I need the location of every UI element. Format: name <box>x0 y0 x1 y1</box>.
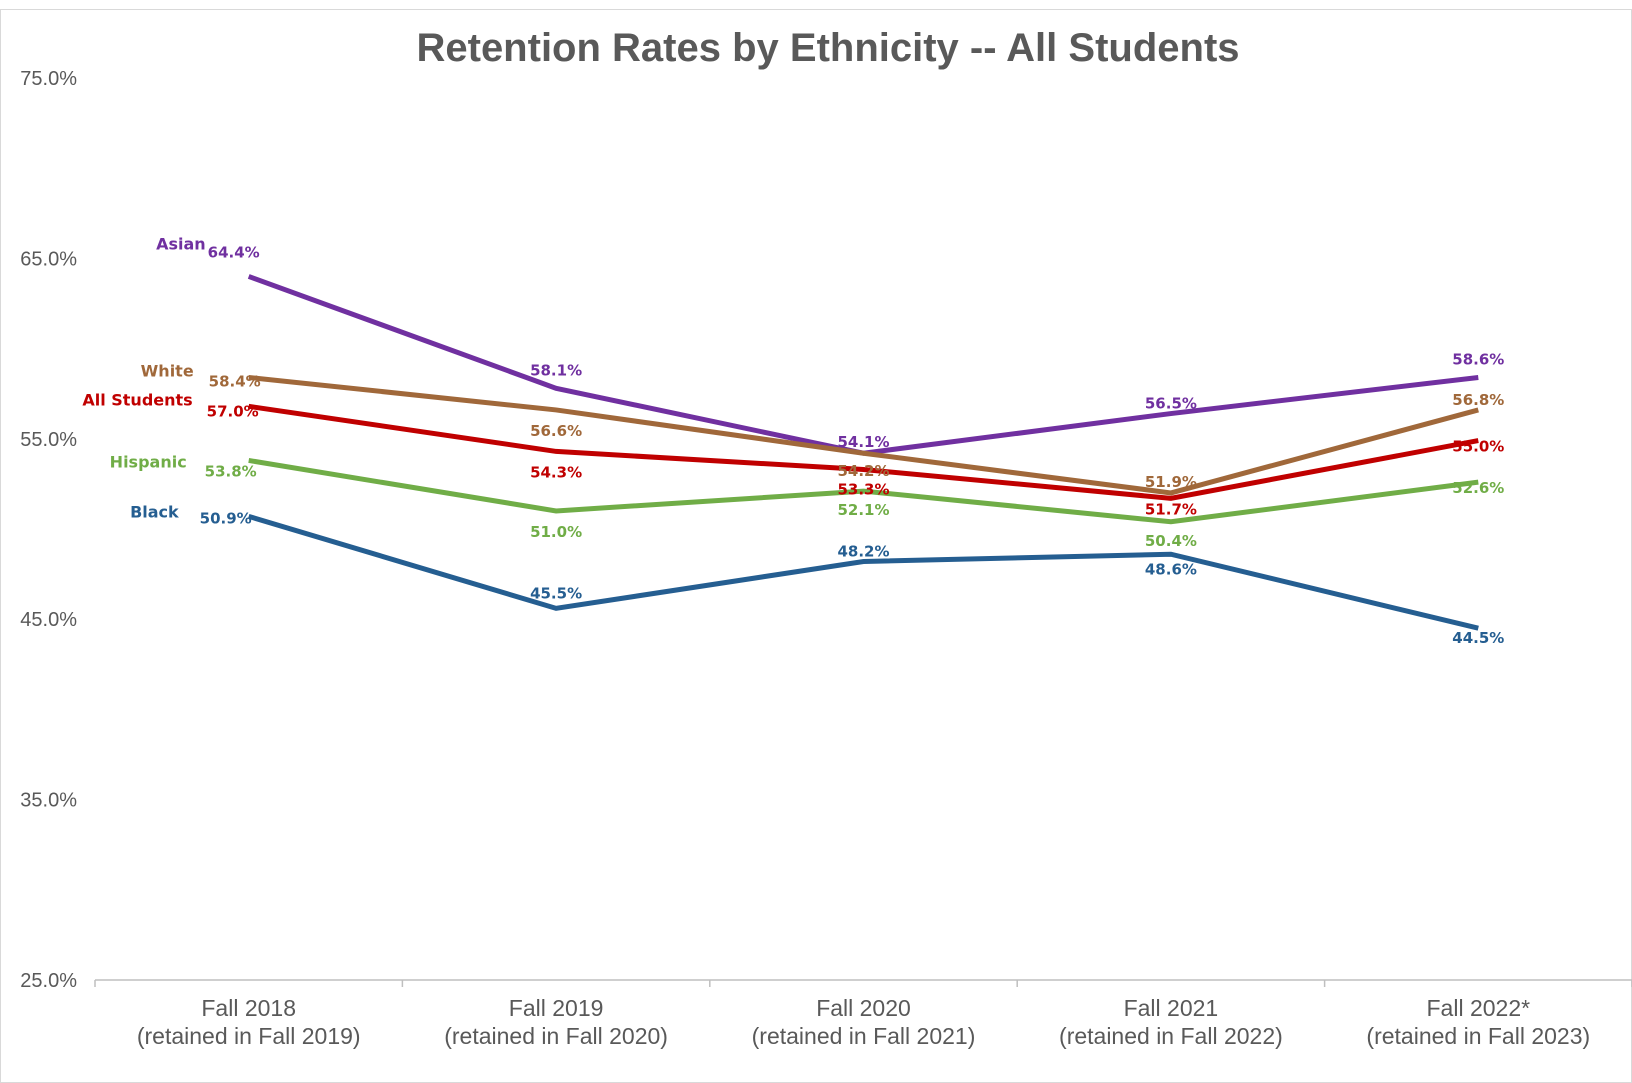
x-tick-label: Fall 2021 (retained in Fall 2022) <box>1059 995 1283 1049</box>
data-label: 54.3% <box>530 463 582 481</box>
data-label: 52.1% <box>837 501 889 519</box>
series-line-all-students <box>248 403 1479 501</box>
y-axis: 25.0% 35.0% 45.0% 55.0% 65.0% 75.0% <box>20 68 77 992</box>
data-label: 52.6% <box>1452 479 1504 497</box>
y-tick-label: 55.0% <box>20 429 77 451</box>
data-label: 58.6% <box>1452 350 1504 368</box>
data-label: 45.5% <box>530 584 582 602</box>
data-label: 51.0% <box>530 523 582 541</box>
data-label: 64.4% <box>208 243 260 261</box>
x-tick-label: Fall 2018 (retained in Fall 2019) <box>137 995 361 1049</box>
data-label: 44.5% <box>1452 629 1504 647</box>
data-label: 53.8% <box>205 462 257 480</box>
data-label: 56.5% <box>1145 395 1197 413</box>
series-line-hispanic <box>248 457 1479 525</box>
x-axis: Fall 2018 (retained in Fall 2019) Fall 201… <box>94 979 1632 1049</box>
y-tick-label: 75.0% <box>20 68 77 90</box>
series-line-white <box>248 374 1479 496</box>
data-label: 50.4% <box>1145 532 1197 550</box>
x-tick-label: Fall 2019 (retained in Fall 2020) <box>444 995 668 1049</box>
data-label: 50.9% <box>200 509 252 527</box>
data-label: 58.1% <box>530 361 582 379</box>
series-name-label: All Students <box>82 390 192 409</box>
series-line-black <box>247 513 1479 631</box>
x-tick-label: Fall 2020 (retained in Fall 2021) <box>752 995 976 1049</box>
data-label: 51.7% <box>1145 500 1197 518</box>
series-name-label: Hispanic <box>110 452 187 471</box>
data-label: 56.6% <box>530 422 582 440</box>
data-label: 58.4% <box>209 372 261 390</box>
data-label: 48.6% <box>1145 560 1197 578</box>
data-label: 54.1% <box>837 433 889 451</box>
data-label: 55.0% <box>1452 438 1504 456</box>
data-label: 56.8% <box>1452 391 1504 409</box>
chart-title: Retention Rates by Ethnicity -- All Stud… <box>416 26 1239 70</box>
data-label: 53.3% <box>837 480 889 498</box>
y-tick-label: 45.0% <box>20 609 77 631</box>
data-label: 48.2% <box>837 542 889 560</box>
series-name-label: White <box>141 361 194 380</box>
data-labels: 64.4% 58.1% 54.1% 56.5% 58.6% 58.4% 56.6% 54.2%… <box>200 243 1505 647</box>
series-labels: Asian White All Students Hispanic Black <box>82 234 205 521</box>
series-name-label: Black <box>130 502 179 521</box>
y-tick-label: 65.0% <box>20 248 77 270</box>
data-label: 51.9% <box>1145 473 1197 491</box>
data-label: 57.0% <box>207 402 259 420</box>
x-tick-label: Fall 2022* (retained in Fall 2023) <box>1366 995 1590 1049</box>
series-lines <box>247 274 1479 631</box>
y-tick-label: 35.0% <box>20 790 77 812</box>
chart-border <box>0 9 1632 1083</box>
data-label: 54.2% <box>837 462 889 480</box>
y-tick-label: 25.0% <box>20 970 77 992</box>
series-name-label: Asian <box>156 234 206 253</box>
